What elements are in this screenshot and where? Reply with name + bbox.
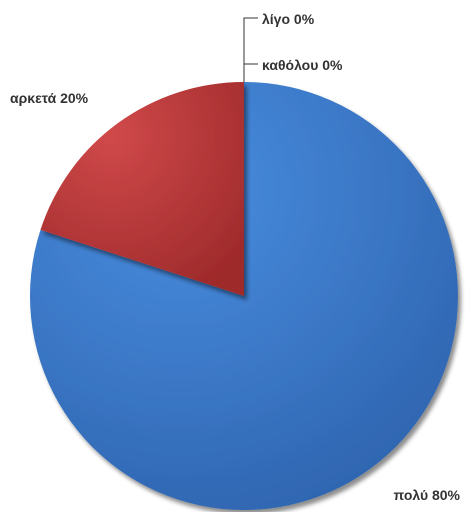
- data-label-3: λίγο 0%: [262, 11, 315, 27]
- leader-line-4: [243, 63, 258, 82]
- data-label-4: καθόλου 0%: [262, 57, 343, 73]
- data-label-1: πολύ 80%: [393, 487, 460, 503]
- pie-slices: [30, 82, 459, 510]
- pie-slice-2: [40, 82, 244, 296]
- data-labels: πολύ 80% αρκετά 20% λίγο 0% καθόλου 0%: [10, 11, 461, 503]
- leader-lines: [243, 17, 258, 82]
- data-label-2: αρκετά 20%: [10, 90, 89, 106]
- leader-line-3: [243, 17, 258, 82]
